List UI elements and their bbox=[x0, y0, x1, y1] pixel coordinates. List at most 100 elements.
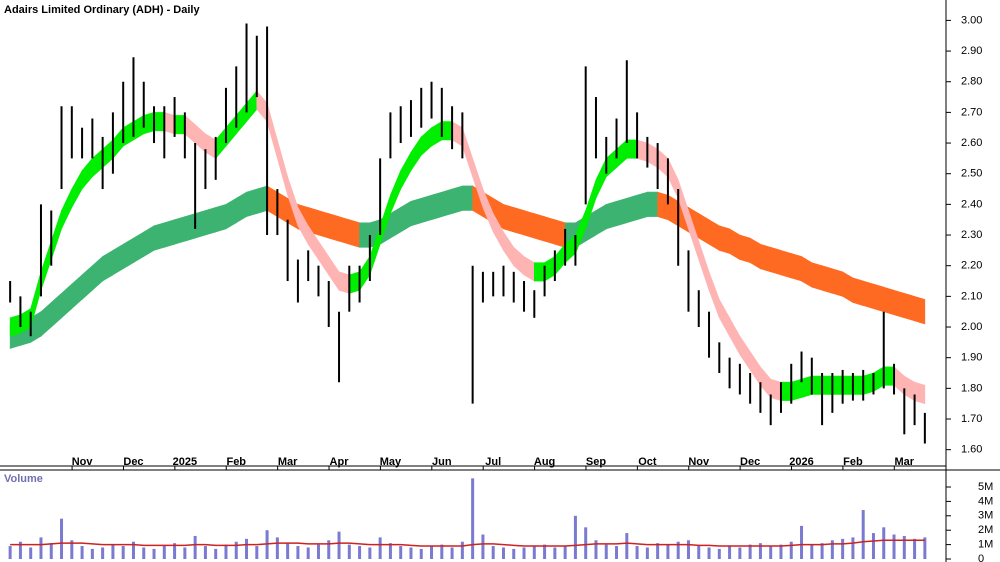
ribbon-segment bbox=[832, 375, 843, 395]
volume-bar bbox=[882, 527, 886, 559]
volume-bar bbox=[39, 537, 43, 559]
y-tick-label: 1.70 bbox=[961, 413, 982, 425]
ribbon-segment bbox=[534, 262, 545, 282]
volume-bar bbox=[471, 478, 475, 559]
ribbon-segment bbox=[636, 139, 648, 162]
volume-bar bbox=[758, 543, 762, 559]
volume-bar bbox=[697, 546, 701, 559]
x-tick-label: Feb bbox=[226, 456, 246, 468]
x-tick-label: Nov bbox=[72, 456, 94, 468]
volume-bar bbox=[450, 547, 454, 559]
y-tick-label: 2.40 bbox=[961, 198, 982, 210]
volume-bar bbox=[409, 547, 413, 559]
volume-bar bbox=[8, 546, 12, 559]
ribbon-segment bbox=[873, 283, 885, 313]
volume-bar bbox=[440, 544, 444, 559]
ribbon-segment bbox=[719, 225, 730, 254]
volume-bar bbox=[378, 537, 382, 559]
volume-bar bbox=[625, 533, 629, 559]
ribbon-segment bbox=[616, 197, 628, 227]
chart-title: Adairs Limited Ordinary (ADH) - Daily bbox=[4, 4, 200, 16]
ribbon-segment bbox=[883, 366, 895, 386]
volume-bar bbox=[460, 541, 464, 559]
volume-bar bbox=[604, 544, 608, 559]
volume-bar bbox=[18, 541, 22, 559]
ribbon-segment bbox=[338, 271, 350, 294]
volume-bar bbox=[70, 540, 74, 559]
volume-bar bbox=[728, 546, 732, 559]
volume-bar bbox=[286, 543, 290, 559]
volume-bar bbox=[645, 547, 649, 559]
y-tick-label: 5M bbox=[978, 481, 993, 493]
ribbon-segment bbox=[349, 219, 360, 248]
ribbon-segment bbox=[821, 375, 833, 395]
ribbon-segment bbox=[636, 191, 648, 221]
volume-bar bbox=[522, 547, 526, 559]
volume-bar bbox=[532, 546, 536, 559]
y-tick-label: 2.10 bbox=[961, 290, 982, 302]
ribbon-segment bbox=[760, 243, 771, 273]
volume-bar bbox=[676, 541, 680, 559]
volume-bar bbox=[337, 531, 341, 559]
x-tick-label: May bbox=[380, 456, 402, 468]
ribbon-segment bbox=[184, 213, 196, 242]
volume-bar bbox=[101, 547, 105, 559]
y-tick-label: 2M bbox=[978, 524, 993, 536]
volume-bar bbox=[594, 540, 598, 559]
ribbon-segment bbox=[770, 378, 782, 402]
ribbon-segment bbox=[359, 222, 371, 248]
volume-bar bbox=[152, 548, 156, 559]
volume-bar bbox=[810, 544, 814, 559]
volume-bar bbox=[49, 543, 53, 559]
x-tick-label: Nov bbox=[688, 456, 710, 468]
ribbon-segment bbox=[626, 139, 638, 159]
ribbon-segment bbox=[904, 292, 915, 322]
y-tick-label: 2.90 bbox=[961, 45, 982, 57]
volume-bar bbox=[306, 547, 310, 559]
x-tick-label: 2025 bbox=[173, 456, 197, 468]
ribbon-segment bbox=[862, 280, 874, 310]
y-tick-label: 3.00 bbox=[961, 14, 982, 26]
volume-bar bbox=[820, 543, 824, 559]
ribbon-segment bbox=[544, 216, 556, 245]
volume-bar bbox=[481, 534, 485, 559]
ribbon-segment bbox=[410, 197, 422, 227]
ribbon-segment bbox=[811, 375, 823, 395]
x-tick-label: Dec bbox=[740, 456, 760, 468]
volume-bar bbox=[327, 540, 331, 559]
ribbon-segment bbox=[462, 185, 473, 211]
volume-bar bbox=[80, 546, 84, 559]
volume-bar bbox=[399, 546, 403, 559]
volume-bar bbox=[769, 546, 773, 559]
volume-bar bbox=[183, 547, 187, 559]
ribbon-segment bbox=[739, 234, 751, 264]
ribbon-segment bbox=[821, 265, 833, 294]
volume-bar bbox=[255, 546, 259, 559]
volume-bar bbox=[275, 537, 279, 559]
ribbon-segment bbox=[523, 210, 535, 239]
volume-bar bbox=[142, 547, 146, 559]
volume-bar bbox=[388, 543, 392, 559]
y-tick-label: 2.50 bbox=[961, 168, 982, 180]
ribbon-segment bbox=[780, 249, 792, 279]
ribbon-segment bbox=[852, 375, 864, 395]
volume-bar bbox=[347, 544, 351, 559]
x-tick-label: Dec bbox=[123, 456, 143, 468]
volume-bar bbox=[779, 544, 783, 559]
volume-bar bbox=[90, 548, 94, 559]
y-tick-label: 2.20 bbox=[961, 260, 982, 272]
volume-bar bbox=[245, 538, 249, 559]
ribbon-segment bbox=[790, 378, 802, 402]
volume-bar bbox=[923, 537, 927, 559]
ribbon-segment bbox=[441, 188, 453, 218]
volume-bar bbox=[29, 547, 33, 559]
y-tick-label: 1.90 bbox=[961, 352, 982, 364]
y-tick-label: 1.60 bbox=[961, 444, 982, 456]
volume-bar bbox=[789, 541, 793, 559]
volume-bar bbox=[131, 541, 135, 559]
volume-bar bbox=[615, 546, 619, 559]
volume-bar bbox=[358, 546, 362, 559]
volume-bar bbox=[430, 546, 434, 559]
ribbon-segment bbox=[862, 372, 874, 395]
